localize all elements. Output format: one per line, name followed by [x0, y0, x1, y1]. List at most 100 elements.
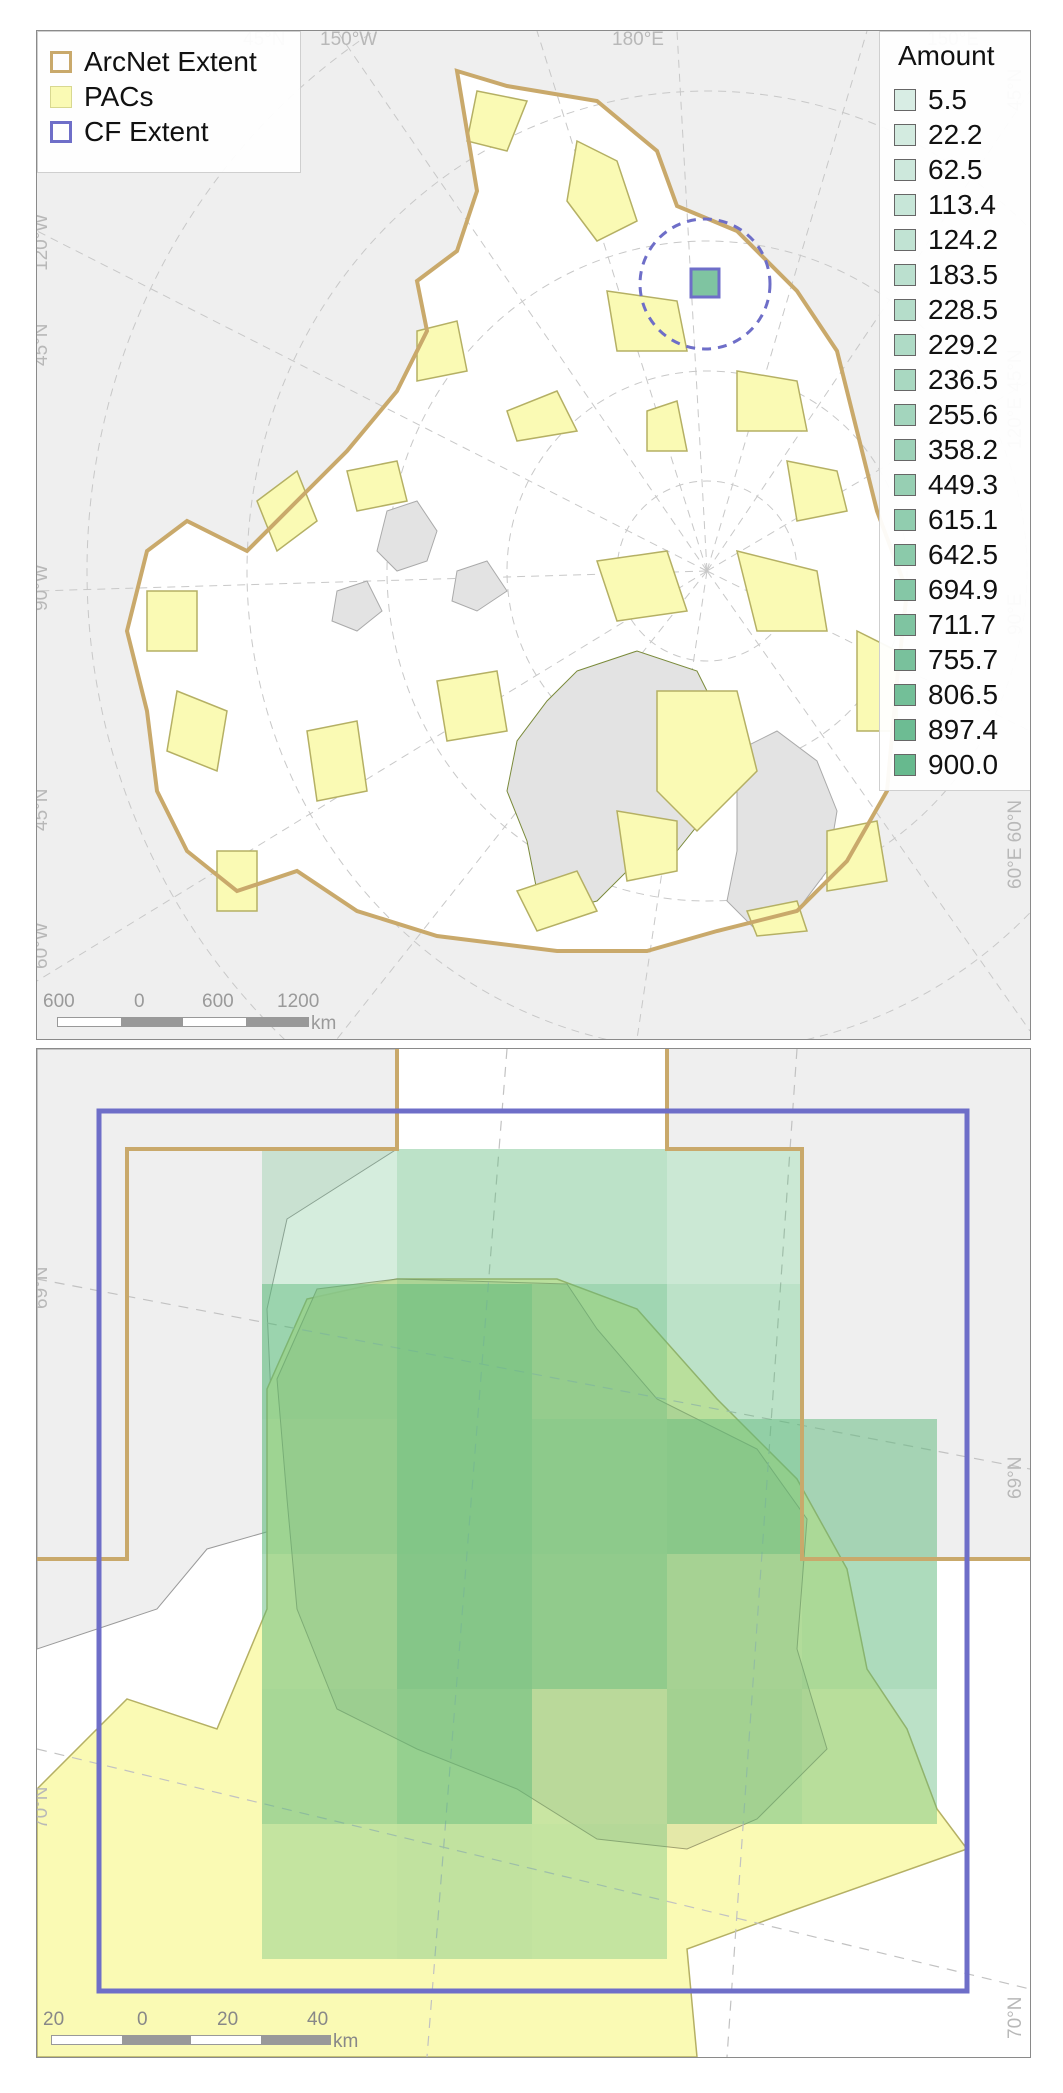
graticule-label: 168°E: [651, 2057, 703, 2058]
legend-label: ArcNet Extent: [84, 46, 257, 77]
legend-swatch: [50, 51, 72, 73]
amount-legend-item: 897.4: [894, 714, 998, 746]
amount-legend-item: 449.3: [894, 469, 998, 501]
amount-swatch: [894, 229, 916, 251]
amount-legend-item: 228.5: [894, 294, 998, 326]
amount-swatch: [894, 369, 916, 391]
amount-legend-item: 900.0: [894, 749, 998, 781]
amount-grid-cell: [262, 1149, 397, 1284]
amount-grid-cell: [262, 1824, 397, 1959]
amount-grid-cell: [802, 1419, 937, 1554]
amount-swatch: [894, 719, 916, 741]
scalebar-label: 20: [43, 2009, 65, 2030]
amount-swatch: [894, 614, 916, 636]
amount-grid-cell: [532, 1149, 667, 1284]
overview-map[interactable]: 45°N 150°W 180°E 150°E 120°W 45°N 90°W 4…: [36, 30, 1031, 1040]
amount-grid-cell: [532, 1419, 667, 1554]
graticule-label: 45°N: [36, 788, 52, 831]
amount-grid-cell: [802, 1689, 937, 1824]
layer-legend: ArcNet Extent PACs CF Extent: [37, 31, 301, 173]
amount-swatch: [894, 89, 916, 111]
graticule-label: 69°N: [36, 1266, 52, 1309]
scandinavia-land: [726, 730, 838, 932]
amount-legend-item: 5.5: [894, 84, 967, 116]
amount-legend-item: 255.6: [894, 399, 998, 431]
amount-legend-item: 124.2: [894, 224, 998, 256]
amount-swatch: [894, 754, 916, 776]
amount-swatch: [894, 684, 916, 706]
cf-extent-box: [689, 267, 721, 299]
amount-grid-cell: [532, 1284, 667, 1419]
amount-legend-item: 615.1: [894, 504, 998, 536]
amount-legend-item: 183.5: [894, 259, 998, 291]
amount-legend-item: 62.5: [894, 154, 983, 186]
amount-grid-cell: [262, 1689, 397, 1824]
amount-swatch: [894, 649, 916, 671]
amount-swatch: [894, 194, 916, 216]
scalebar-label: 600: [43, 991, 75, 1012]
detail-map[interactable]: 69°N 70°N 69°N 70°N 170°E 168°E 20 0 20 …: [36, 1048, 1031, 2058]
amount-swatch: [894, 124, 916, 146]
legend-item-cf: CF Extent: [50, 116, 208, 148]
amount-grid-cell: [802, 1554, 937, 1689]
land-islands: [331, 500, 508, 632]
legend-item-pacs: PACs: [50, 81, 154, 113]
graticule-label: 60°W: [36, 922, 52, 969]
amount-label: 806.5: [928, 679, 999, 710]
amount-label: 642.5: [928, 539, 999, 570]
graticule-label: 60°E 60°N: [1005, 799, 1026, 889]
amount-legend: Amount 5.5 22.2 62.5 113.4 124.2 183.5 228.5 22…: [879, 31, 1030, 791]
graticule-label: 69°N: [1005, 1456, 1026, 1499]
amount-swatch: [894, 544, 916, 566]
amount-label: 228.5: [928, 294, 999, 325]
amount-grid-cell: [397, 1149, 532, 1284]
amount-label: 449.3: [928, 469, 999, 500]
legend-item-arcnet: ArcNet Extent: [50, 46, 257, 78]
scalebar-label: 0: [134, 991, 145, 1012]
graticule-label: 90°W: [36, 564, 52, 611]
amount-legend-item: 113.4: [894, 189, 996, 221]
legend-label: PACs: [84, 81, 154, 112]
scalebar: [51, 2035, 331, 2045]
amount-label: 358.2: [928, 434, 999, 465]
amount-grid-cell: [262, 1554, 397, 1689]
amount-label: 255.6: [928, 399, 999, 430]
scalebar-label: 20: [217, 2009, 239, 2030]
overview-map-canvas: [37, 31, 1030, 1039]
pacs-areas: [146, 90, 898, 937]
legend-swatch: [50, 121, 72, 143]
amount-label: 694.9: [928, 574, 999, 605]
amount-grid-cell: [667, 1419, 802, 1554]
amount-label: 62.5: [928, 154, 983, 185]
amount-swatch: [894, 439, 916, 461]
amount-label: 897.4: [928, 714, 999, 745]
amount-label: 615.1: [928, 504, 999, 535]
amount-label: 5.5: [928, 84, 967, 115]
legend-label: CF Extent: [84, 116, 209, 147]
amount-swatch: [894, 299, 916, 321]
amount-label: 183.5: [928, 259, 999, 290]
amount-legend-item: 642.5: [894, 539, 998, 571]
amount-grid-cell: [667, 1554, 802, 1689]
amount-swatch: [894, 404, 916, 426]
amount-label: 755.7: [928, 644, 999, 675]
scalebar-label: 40: [307, 2009, 329, 2030]
amount-grid-cell: [397, 1284, 532, 1419]
amount-swatch: [894, 334, 916, 356]
legend-swatch: [50, 86, 72, 108]
amount-label: 113.4: [928, 189, 996, 220]
graticule-label: 70°N: [1005, 1996, 1026, 2039]
scalebar-label: 1200: [277, 991, 320, 1012]
detail-map-canvas: [37, 1049, 1030, 2057]
amount-swatch: [894, 159, 916, 181]
graticule-label: 45°N: [36, 323, 52, 366]
amount-swatch: [894, 264, 916, 286]
scalebar-label: 600: [202, 991, 234, 1012]
amount-grid-cell: [397, 1419, 532, 1554]
amount-label: 229.2: [928, 329, 999, 360]
graticule-label: 120°W: [36, 213, 52, 271]
graticule-label: 180°E: [612, 30, 664, 50]
amount-grid-cell: [667, 1689, 802, 1824]
amount-grid-cell: [532, 1689, 667, 1824]
scalebar-unit: km: [311, 1013, 337, 1034]
